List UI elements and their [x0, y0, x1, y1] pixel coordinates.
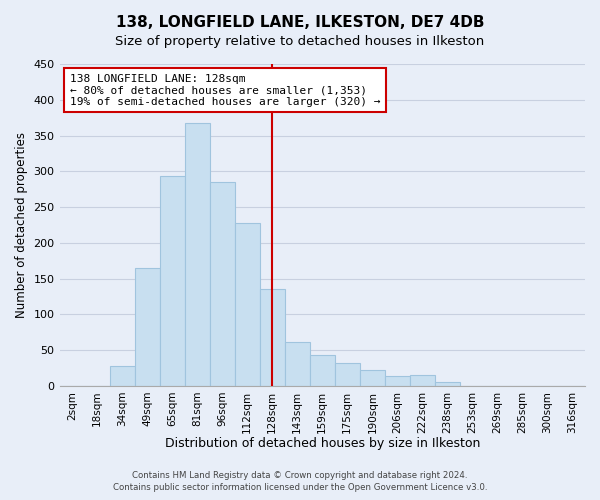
Y-axis label: Number of detached properties: Number of detached properties: [15, 132, 28, 318]
Bar: [385, 376, 410, 386]
Bar: [410, 375, 435, 386]
Text: 138, LONGFIELD LANE, ILKESTON, DE7 4DB: 138, LONGFIELD LANE, ILKESTON, DE7 4DB: [116, 15, 484, 30]
Text: Size of property relative to detached houses in Ilkeston: Size of property relative to detached ho…: [115, 35, 485, 48]
Text: 138 LONGFIELD LANE: 128sqm
← 80% of detached houses are smaller (1,353)
19% of s: 138 LONGFIELD LANE: 128sqm ← 80% of deta…: [70, 74, 380, 107]
Text: Contains HM Land Registry data © Crown copyright and database right 2024.
Contai: Contains HM Land Registry data © Crown c…: [113, 471, 487, 492]
Bar: [310, 355, 335, 386]
Bar: [335, 363, 360, 386]
Bar: [160, 176, 185, 386]
Bar: [260, 290, 285, 386]
Bar: [185, 124, 209, 386]
Bar: [110, 366, 134, 386]
Bar: [285, 342, 310, 386]
Bar: [235, 223, 260, 386]
Bar: [209, 182, 235, 386]
X-axis label: Distribution of detached houses by size in Ilkeston: Distribution of detached houses by size …: [164, 437, 480, 450]
Bar: [435, 382, 460, 386]
Bar: [134, 268, 160, 386]
Bar: [360, 370, 385, 386]
